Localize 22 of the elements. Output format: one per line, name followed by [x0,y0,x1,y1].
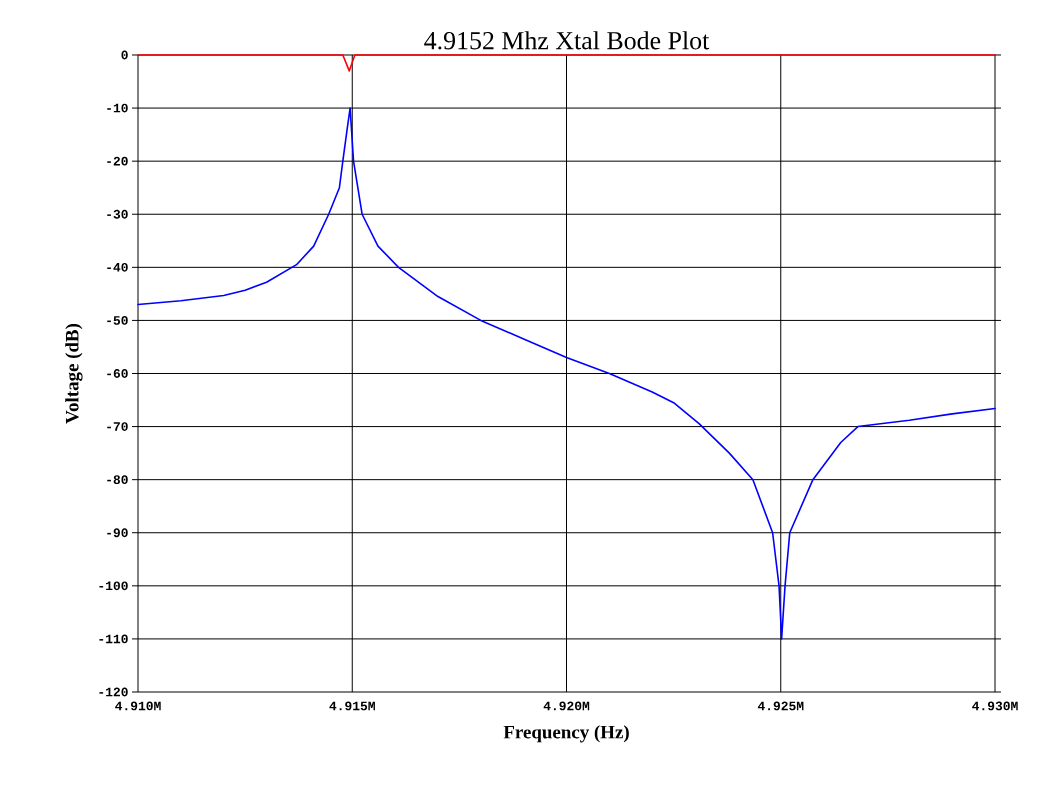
x-axis-title: Frequency (Hz) [503,725,629,743]
line-series [137,107,996,640]
x-tick-label: 4.930M [972,701,1018,711]
y-tick-label: 0 [121,50,128,60]
x-tick-label: 4.915M [329,701,375,711]
x-tick-label: 4.925M [757,701,804,711]
y-tick-label: -50 [107,316,128,325]
y-axis-title: Voltage (dB) [65,323,83,424]
y-tick-label: -40 [107,262,128,272]
x-tick-label: 4.920M [543,701,590,711]
y-tick-label: -90 [107,528,128,538]
y-tick-label: -70 [107,422,128,431]
x-tick-label: 4.910M [115,701,161,711]
y-tick-label: -110 [99,634,128,644]
y-tick-label: -30 [107,209,128,219]
y-tick-label: -100 [99,581,128,591]
y-tick-label: -60 [107,369,128,378]
y-tick-label: -10 [107,103,128,113]
chart-title: 4.9152 Mhz Xtal Bode Plot [424,31,710,50]
y-tick-label: -80 [107,475,128,485]
y-tick-label: -120 [99,687,128,697]
y-tick-label: -20 [107,156,128,166]
